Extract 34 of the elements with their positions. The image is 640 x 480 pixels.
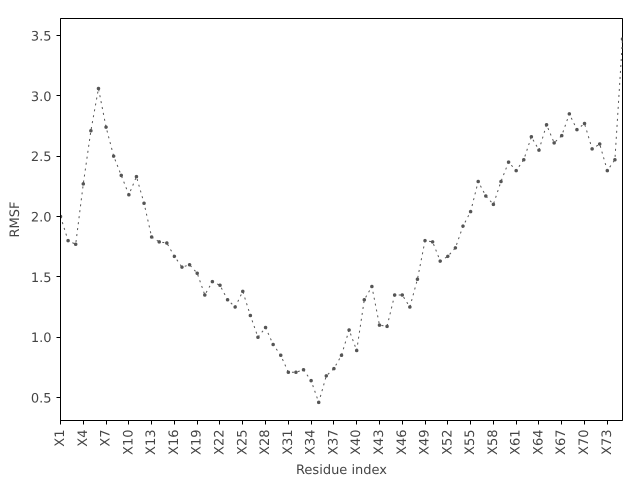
x-tick-label: X40 <box>349 429 364 455</box>
x-tick-label: X31 <box>280 429 296 455</box>
x-tick-label: X49 <box>418 429 433 455</box>
y-tick-label: 1.0 <box>30 331 52 346</box>
x-tick-label: X46 <box>394 429 410 455</box>
x-tick-label: X64 <box>531 429 546 455</box>
y-tick-label: 2.5 <box>30 150 52 166</box>
x-tick-label: X1 <box>53 429 68 447</box>
x-tick-label: X28 <box>258 429 274 455</box>
x-tick-label: X25 <box>235 429 250 455</box>
x-tick-label: X4 <box>76 429 91 447</box>
x-tick-label: X16 <box>166 429 182 455</box>
y-axis-title: RMSF <box>8 202 23 238</box>
x-tick-label: X10 <box>121 429 136 455</box>
y-tick-label: 3.0 <box>30 90 52 105</box>
x-tick-label: X52 <box>440 429 456 455</box>
y-tick-label: 0.5 <box>30 392 52 407</box>
x-tick-label: X34 <box>304 429 319 455</box>
x-tick-label: X58 <box>486 429 501 455</box>
x-tick-label: X22 <box>212 429 228 455</box>
x-tick-label: X19 <box>190 429 205 455</box>
y-tick-label: 1.5 <box>30 270 52 286</box>
x-tick-label: X7 <box>98 429 114 447</box>
x-tick-label: X70 <box>577 429 592 455</box>
y-tick-label: 3.5 <box>30 29 52 44</box>
x-axis-title: Residue index <box>296 462 388 478</box>
x-tick-label: X73 <box>600 429 615 455</box>
y-tick-label: 2.0 <box>30 210 52 226</box>
x-tick-label: X43 <box>372 429 387 455</box>
x-tick-label: X37 <box>326 429 342 455</box>
x-tick-label: X61 <box>508 429 524 455</box>
x-tick-label: X13 <box>144 429 160 455</box>
x-tick-label: X55 <box>463 429 478 455</box>
x-tick-label: X67 <box>554 429 570 455</box>
